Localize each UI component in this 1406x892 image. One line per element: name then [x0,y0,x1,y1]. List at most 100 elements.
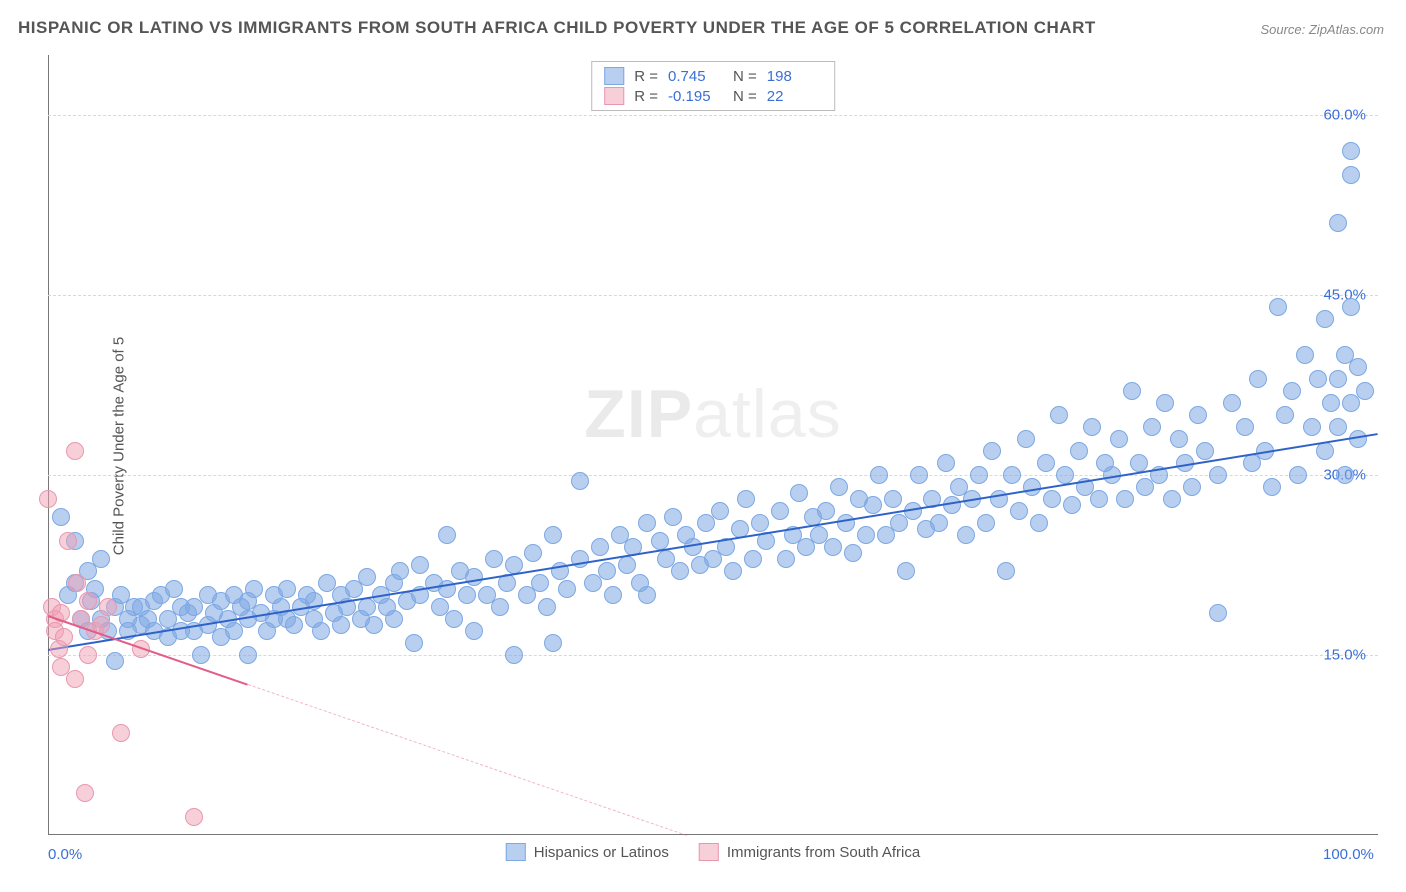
data-point [1090,490,1108,508]
data-point [531,574,549,592]
data-point [777,550,795,568]
data-point [558,580,576,598]
data-point [1156,394,1174,412]
legend-label-1: Hispanics or Latinos [534,844,669,861]
data-point [491,598,509,616]
data-point [1063,496,1081,514]
watermark-bold: ZIP [584,376,693,452]
data-point [1183,478,1201,496]
data-point [278,580,296,598]
data-point [1110,430,1128,448]
swatch-series-1 [604,67,624,85]
n-value-2: 22 [767,88,822,105]
data-point [1017,430,1035,448]
data-point [79,646,97,664]
data-point [824,538,842,556]
data-point [711,502,729,520]
data-point [385,610,403,628]
data-point [664,508,682,526]
data-point [411,556,429,574]
x-axis-line [48,834,1378,835]
watermark-thin: atlas [693,376,842,452]
data-point [358,568,376,586]
stats-row-series-2: R = -0.195 N = 22 [604,86,822,106]
data-point [544,634,562,652]
data-point [1349,358,1367,376]
data-point [1342,142,1360,160]
data-point [1269,298,1287,316]
data-point [1209,466,1227,484]
data-point [638,586,656,604]
chart-title: HISPANIC OR LATINO VS IMMIGRANTS FROM SO… [18,18,1096,38]
data-point [997,562,1015,580]
data-point [1130,454,1148,472]
data-point [192,646,210,664]
data-point [92,550,110,568]
legend-swatch-2 [699,843,719,861]
data-point [1316,310,1334,328]
data-point [505,646,523,664]
data-point [1116,490,1134,508]
data-point [1322,394,1340,412]
data-point [1296,346,1314,364]
data-point [571,472,589,490]
data-point [68,574,86,592]
data-point [744,550,762,568]
data-point [1342,166,1360,184]
data-point [897,562,915,580]
legend-label-2: Immigrants from South Africa [727,844,920,861]
data-point [1263,478,1281,496]
data-point [544,526,562,544]
data-point [1276,406,1294,424]
data-point [1010,502,1028,520]
data-point [332,616,350,634]
r-label: R = [634,88,658,105]
data-point [1316,442,1334,460]
data-point [52,508,70,526]
y-axis-line [48,55,49,835]
x-tick-label: 100.0% [1323,846,1374,863]
data-point [771,502,789,520]
data-point [737,490,755,508]
data-point [1356,382,1374,400]
data-point [957,526,975,544]
data-point [598,562,616,580]
data-point [724,562,742,580]
data-point [1030,514,1048,532]
data-point [857,526,875,544]
data-point [485,550,503,568]
data-point [1303,418,1321,436]
gridline [48,475,1378,476]
data-point [112,724,130,742]
data-point [1083,418,1101,436]
data-point [1050,406,1068,424]
data-point [1037,454,1055,472]
data-point [1223,394,1241,412]
data-point [538,598,556,616]
data-point [1123,382,1141,400]
data-point [1189,406,1207,424]
y-tick-label: 60.0% [1323,107,1366,124]
data-point [1170,430,1188,448]
data-point [671,562,689,580]
data-point [312,622,330,640]
data-point [604,586,622,604]
data-point [651,532,669,550]
legend-item-1: Hispanics or Latinos [506,843,669,861]
plot-region: ZIPatlas 15.0%30.0%45.0%60.0%0.0%100.0% [48,55,1378,835]
data-point [910,466,928,484]
data-point [977,514,995,532]
stats-row-series-1: R = 0.745 N = 198 [604,66,822,86]
data-point [844,544,862,562]
data-point [1283,382,1301,400]
data-point [591,538,609,556]
data-point [391,562,409,580]
data-point [751,514,769,532]
data-point [790,484,808,502]
data-point [870,466,888,484]
data-point [1070,442,1088,460]
n-value-1: 198 [767,68,822,85]
data-point [1043,490,1061,508]
data-point [1143,418,1161,436]
n-label: N = [733,68,757,85]
